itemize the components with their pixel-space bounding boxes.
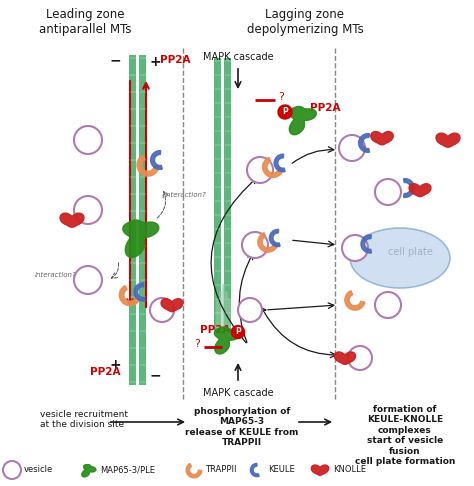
Text: interaction?: interaction? <box>165 192 207 198</box>
Text: Lagging zone
depolymerizing MTs: Lagging zone depolymerizing MTs <box>246 8 364 36</box>
Text: ?: ? <box>278 92 284 102</box>
Polygon shape <box>258 233 278 252</box>
Ellipse shape <box>350 228 450 288</box>
Polygon shape <box>250 464 259 477</box>
Text: MAPK cascade: MAPK cascade <box>203 52 273 62</box>
Polygon shape <box>361 235 372 253</box>
Text: PP2A: PP2A <box>200 325 230 335</box>
Text: MAP65-3/PLE: MAP65-3/PLE <box>100 466 155 474</box>
Polygon shape <box>123 220 159 258</box>
Text: KEULE: KEULE <box>268 466 295 474</box>
Bar <box>225 58 231 330</box>
Polygon shape <box>335 352 356 364</box>
Polygon shape <box>161 299 183 312</box>
Polygon shape <box>151 151 162 169</box>
Text: KNOLLE: KNOLLE <box>333 466 366 474</box>
Text: interaction?: interaction? <box>35 272 77 278</box>
Text: P: P <box>282 107 288 117</box>
Text: −: − <box>149 368 161 382</box>
Polygon shape <box>359 134 369 152</box>
Text: PP2A: PP2A <box>310 103 340 113</box>
Text: PP2A: PP2A <box>160 55 191 65</box>
Text: vesicle: vesicle <box>24 466 53 474</box>
Polygon shape <box>60 213 84 227</box>
Polygon shape <box>274 154 285 172</box>
Polygon shape <box>345 291 365 310</box>
Text: +: + <box>109 358 121 372</box>
Polygon shape <box>403 179 414 197</box>
Circle shape <box>375 292 401 318</box>
Polygon shape <box>119 286 141 306</box>
Text: phosphorylation of
MAP65-3
release of KEULE from
TRAPPII: phosphorylation of MAP65-3 release of KE… <box>185 407 299 447</box>
Circle shape <box>74 266 102 294</box>
Circle shape <box>339 135 365 161</box>
Text: PP2A: PP2A <box>90 367 120 377</box>
Polygon shape <box>269 229 280 246</box>
Polygon shape <box>409 184 431 197</box>
Circle shape <box>342 235 368 261</box>
Bar <box>215 58 221 330</box>
Bar <box>139 55 146 385</box>
Text: formation of
KEULE-KNOLLE
complexes
start of vesicle
fusion
cell plate formation: formation of KEULE-KNOLLE complexes star… <box>355 405 455 466</box>
Text: vesicle recruitment
at the division site: vesicle recruitment at the division site <box>40 410 128 430</box>
Circle shape <box>348 346 372 370</box>
Polygon shape <box>186 464 202 478</box>
Text: Leading zone
antiparallel MTs: Leading zone antiparallel MTs <box>39 8 131 36</box>
Text: +: + <box>149 55 161 69</box>
Polygon shape <box>436 133 460 147</box>
Circle shape <box>375 179 401 205</box>
Polygon shape <box>214 327 241 354</box>
Text: ?: ? <box>194 339 200 349</box>
Polygon shape <box>137 155 159 176</box>
Polygon shape <box>263 157 283 177</box>
Circle shape <box>247 157 273 183</box>
Text: P: P <box>235 328 241 336</box>
Bar <box>129 55 137 385</box>
Polygon shape <box>134 283 145 301</box>
Polygon shape <box>289 106 316 135</box>
Circle shape <box>242 232 268 258</box>
Text: −: − <box>109 53 121 67</box>
Circle shape <box>74 196 102 224</box>
Circle shape <box>238 298 262 322</box>
Circle shape <box>3 461 21 479</box>
Circle shape <box>231 326 245 339</box>
Text: TRAPPII: TRAPPII <box>205 466 237 474</box>
Polygon shape <box>311 465 329 475</box>
Circle shape <box>278 105 292 119</box>
Text: MAPK cascade: MAPK cascade <box>203 388 273 398</box>
Polygon shape <box>82 465 96 477</box>
Polygon shape <box>371 132 393 145</box>
Text: cell plate: cell plate <box>388 247 432 257</box>
Circle shape <box>150 298 174 322</box>
Circle shape <box>74 126 102 154</box>
